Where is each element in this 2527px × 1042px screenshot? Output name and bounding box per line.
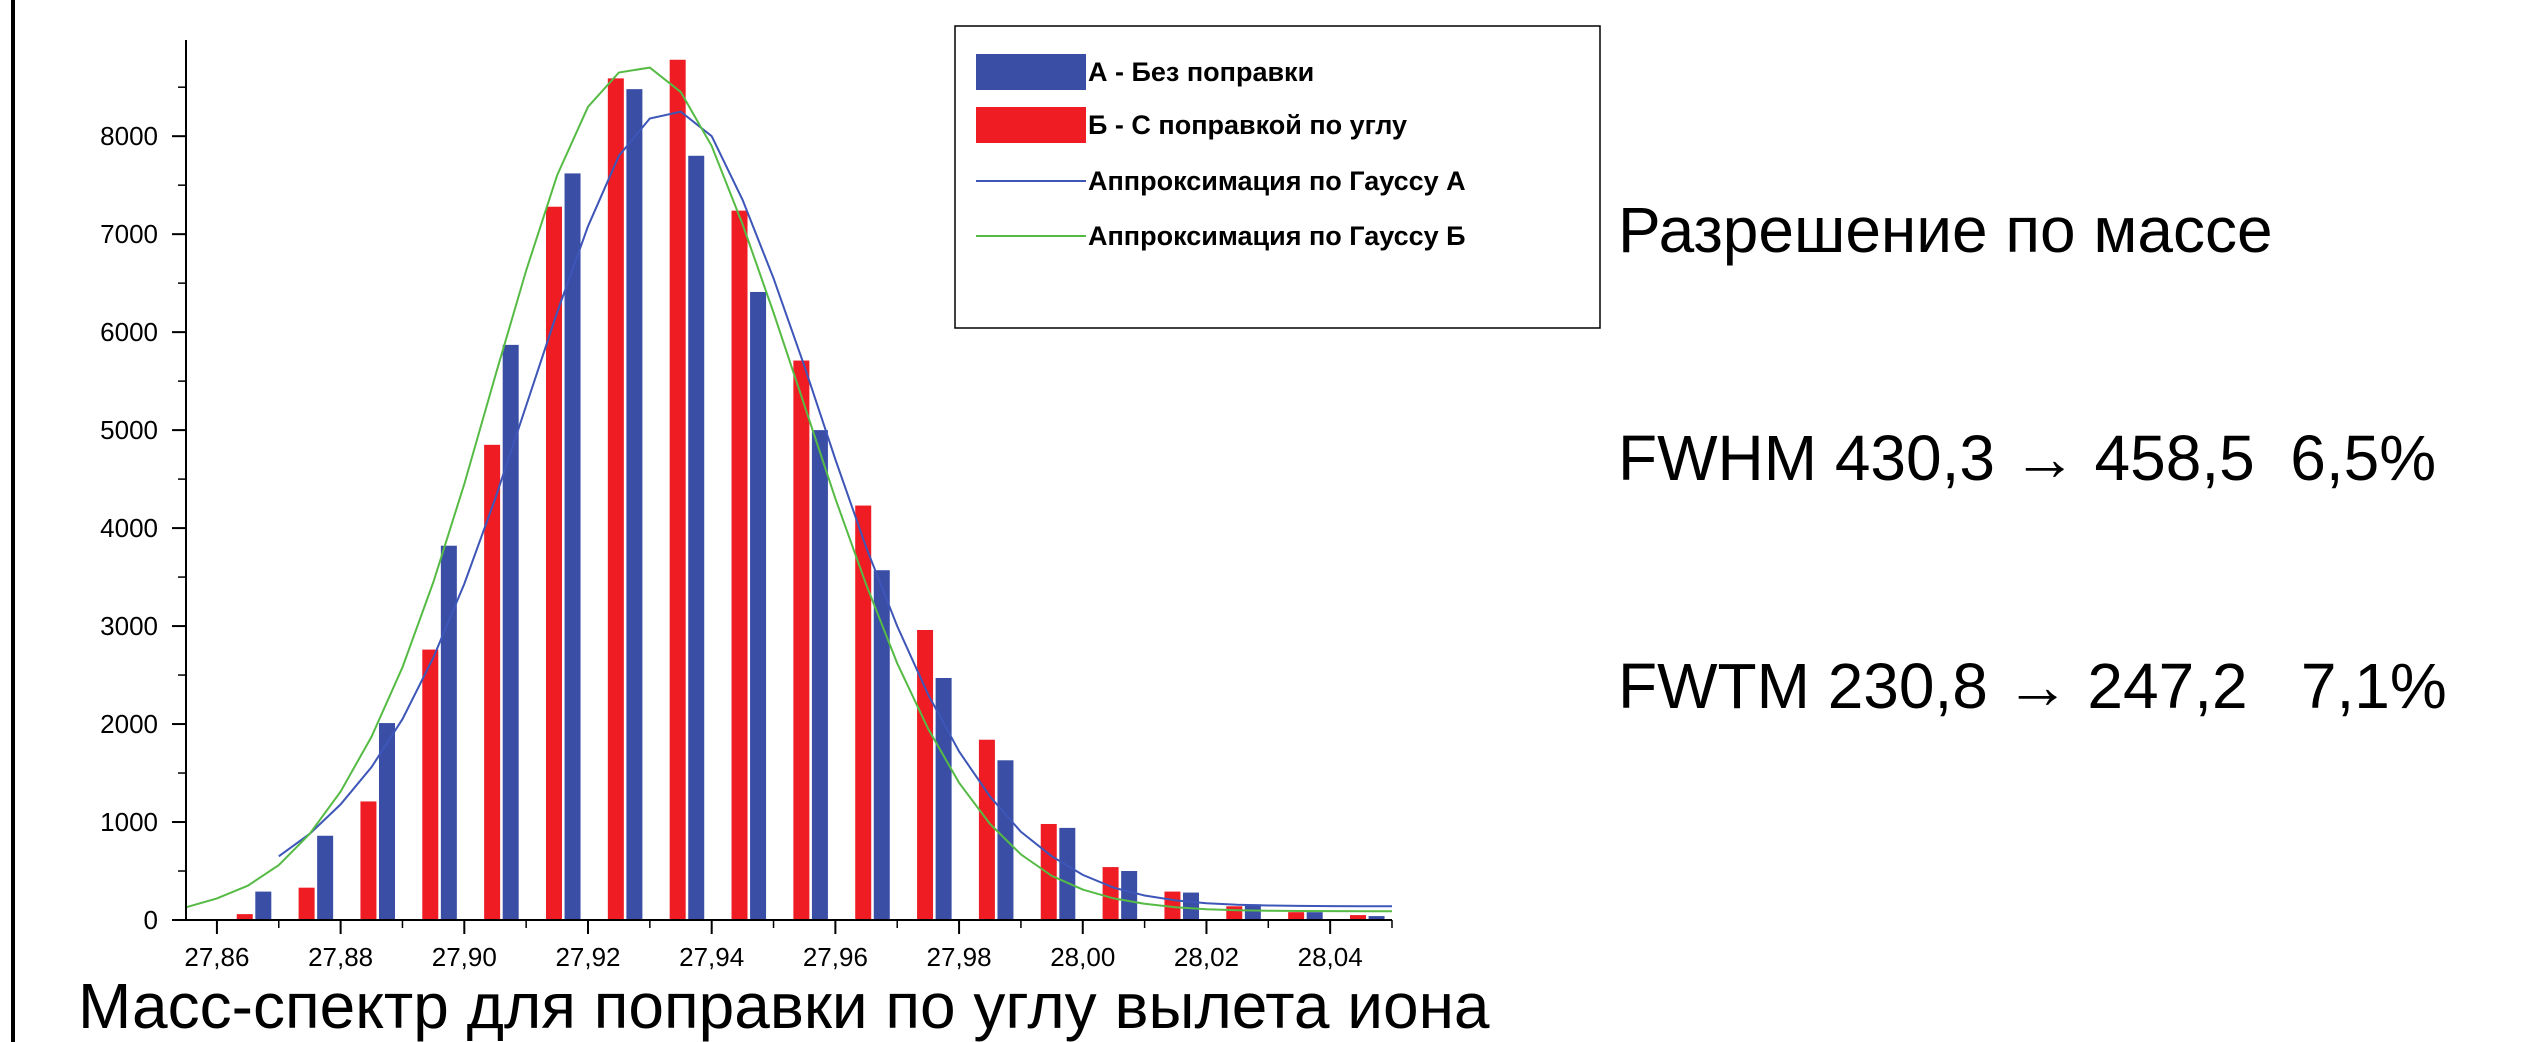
chart-caption: Масс-спектр для поправки по углу вылета … (78, 970, 1490, 1042)
bar-series-a-15 (1183, 892, 1199, 920)
bar-series-b-9 (793, 360, 810, 920)
bar-series-b-2 (360, 801, 377, 920)
x-tick-label-9: 28,04 (1298, 942, 1363, 972)
bar-series-b-5 (545, 206, 562, 920)
resolution-fwtm: FWTM 230,8 → 247,2 7,1% (1618, 650, 2447, 722)
y-tick-label-5: 5000 (100, 415, 158, 445)
left-border-line (11, 0, 15, 1042)
legend-label-series-a: А - Без поправки (1088, 57, 1314, 87)
bar-series-b-16 (1226, 906, 1243, 920)
x-tick-label-8: 28,02 (1174, 942, 1239, 972)
x-tick-label-7: 28,00 (1050, 942, 1115, 972)
x-tick-label-2: 27,90 (432, 942, 497, 972)
bar-series-a-0 (255, 891, 272, 920)
x-tick-label-4: 27,94 (679, 942, 744, 972)
x-tick-label-3: 27,92 (555, 942, 620, 972)
bar-series-b-13 (1040, 823, 1057, 920)
bar-series-a-11 (935, 677, 952, 920)
bar-series-a-6 (626, 89, 643, 920)
bar-series-b-0 (236, 914, 253, 920)
y-tick-label-6: 6000 (100, 317, 158, 347)
bar-series-b-18 (1349, 915, 1366, 920)
bar-series-a-5 (564, 173, 581, 920)
y-tick-label-3: 3000 (100, 611, 158, 641)
y-tick-label-4: 4000 (100, 513, 158, 543)
bar-series-a-8 (750, 291, 767, 920)
x-tick-label-5: 27,96 (803, 942, 868, 972)
axes: 0 1000 2000 3000 4000 5000 6000 7000 8000 27,86 27… (100, 40, 1393, 972)
bar-series-b-4 (484, 444, 501, 920)
legend-swatch-series-b (976, 107, 1086, 143)
bar-series-a-17 (1306, 912, 1323, 920)
bar-series-b-11 (917, 629, 934, 920)
bar-series-b-10 (855, 505, 872, 920)
legend: А - Без поправки Б - С поправкой по углу… (954, 25, 1601, 329)
y-tick-label-1: 1000 (100, 807, 158, 837)
bar-series-b-17 (1288, 912, 1305, 920)
bar-series-b-14 (1102, 867, 1119, 920)
legend-label-fit-b: Аппроксимация по Гауссу Б (1088, 221, 1466, 251)
gauss-fit-line-b (185, 66, 1392, 913)
bar-series-a-16 (1244, 904, 1261, 920)
bar-series-a-13 (1059, 827, 1076, 920)
resolution-info: Разрешение по массе FWHM 430,3 → 458,5 6… (1618, 40, 2447, 800)
bar-series-a-10 (873, 570, 890, 920)
bar-series-a-9 (811, 430, 828, 920)
bar-series-a-18 (1368, 916, 1385, 920)
bar-series-b-8 (731, 210, 748, 920)
y-tick-label-7: 7000 (100, 219, 158, 249)
legend-label-fit-a: Аппроксимация по Гауссу А (1088, 166, 1466, 196)
y-tick-label-8: 8000 (100, 121, 158, 151)
bar-series-a-2 (379, 723, 395, 920)
bar-series-b-7 (669, 59, 686, 920)
x-tick-label-0: 27,86 (184, 942, 249, 972)
bar-series-b-12 (978, 739, 995, 920)
legend-swatch-series-a (976, 54, 1086, 90)
bar-series-b-3 (422, 649, 439, 920)
y-tick-label-0: 0 (144, 905, 158, 935)
resolution-fwhm: FWHM 430,3 → 458,5 6,5% (1618, 422, 2437, 494)
x-tick-label-1: 27,88 (308, 942, 373, 972)
bar-series-a-7 (688, 155, 705, 921)
legend-label-series-b: Б - С поправкой по углу (1088, 110, 1407, 140)
bar-series-b-1 (298, 887, 315, 920)
bar-series-b-6 (607, 78, 624, 920)
bar-series-a-4 (502, 344, 519, 920)
x-tick-label-6: 27,98 (927, 942, 992, 972)
bar-series-a-3 (440, 545, 457, 920)
bar-series-a-14 (1121, 871, 1138, 920)
resolution-heading: Разрешение по массе (1618, 194, 2273, 266)
gauss-fit-line-a (278, 110, 1393, 908)
bar-series-a-1 (317, 835, 334, 920)
y-tick-label-2: 2000 (100, 709, 158, 739)
plot-area (185, 59, 1393, 921)
